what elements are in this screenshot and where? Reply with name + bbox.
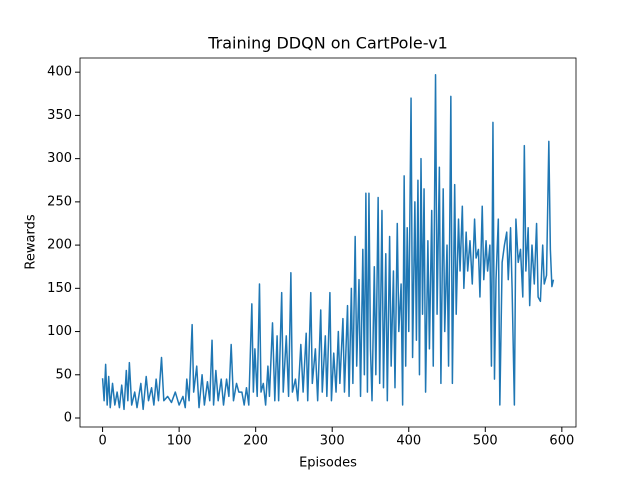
y-tick-label: 0 [64, 411, 72, 426]
x-tick-label: 0 [98, 434, 106, 449]
x-axis-label: Episodes [299, 456, 357, 471]
y-tick-label: 300 [47, 151, 72, 166]
x-tick-label: 100 [167, 434, 192, 449]
x-tick-label: 600 [549, 434, 574, 449]
x-tick-label: 200 [243, 434, 268, 449]
y-tick-label: 200 [47, 238, 72, 253]
plot-frame [79, 57, 577, 428]
x-tick-label: 300 [320, 434, 345, 449]
x-tick-label: 500 [473, 434, 498, 449]
y-tick-label: 250 [47, 194, 72, 209]
x-tick-label: 400 [396, 434, 421, 449]
y-tick-label: 350 [47, 108, 72, 123]
data-line [101, 74, 555, 411]
y-tick-label: 400 [47, 65, 72, 80]
y-axis-label: Rewards [24, 214, 39, 269]
chart-title: Training DDQN on CartPole-v1 [207, 34, 448, 53]
y-tick-label: 150 [47, 281, 72, 296]
y-tick-label: 100 [47, 324, 72, 339]
y-tick-label: 50 [55, 367, 72, 382]
